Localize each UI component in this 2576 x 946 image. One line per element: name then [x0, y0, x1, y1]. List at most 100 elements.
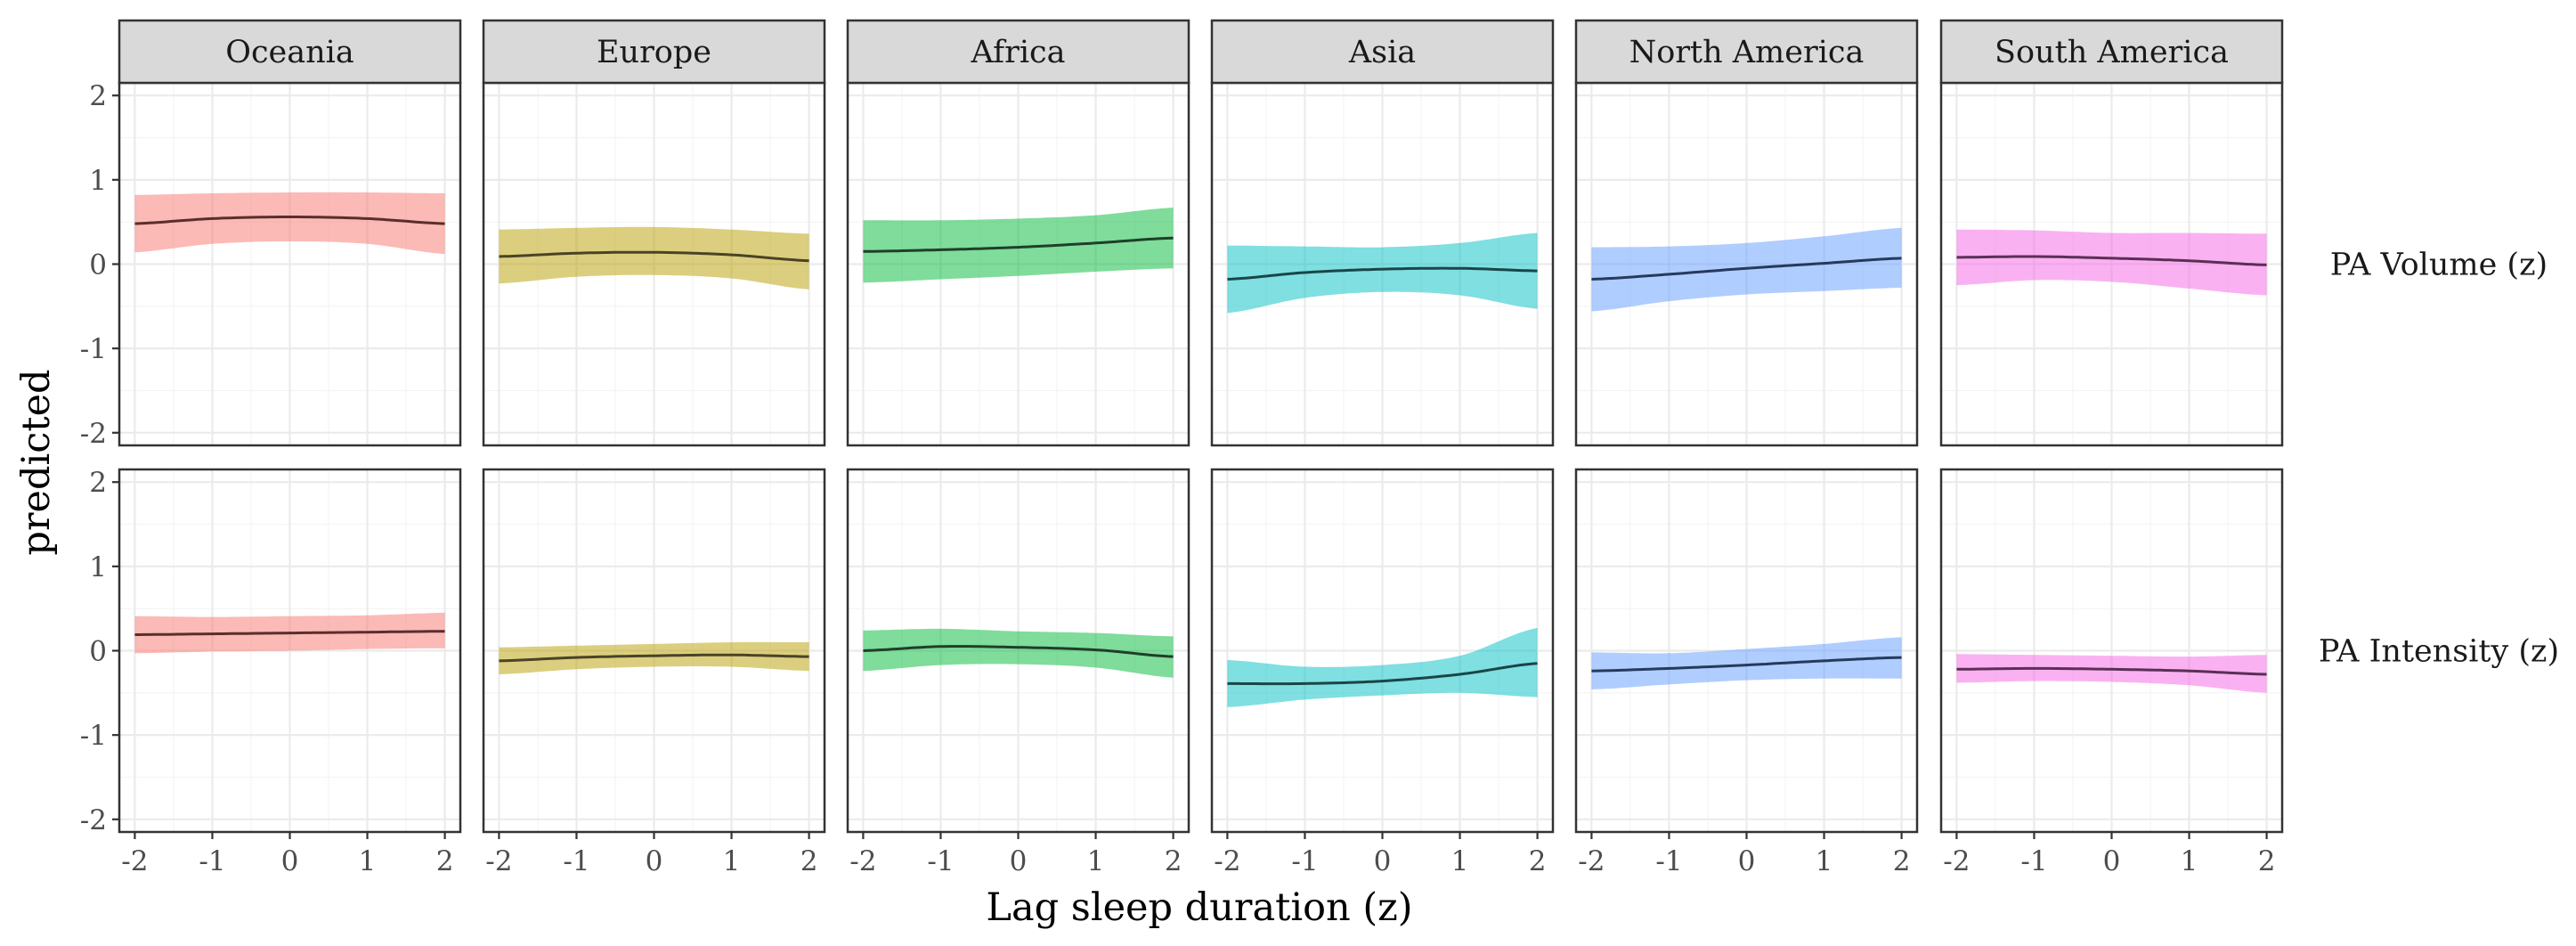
x-tick-label: 2 [800, 845, 818, 877]
panels-layer [118, 81, 2284, 834]
column-strip-asia: Asia [1210, 19, 1555, 85]
panel-pa-volume-z-oceania [118, 81, 462, 447]
column-strip-south-america: South America [1939, 19, 2284, 85]
x-tick-label: 1 [359, 845, 377, 877]
confidence-ribbon [1227, 627, 1538, 707]
x-tick-label: 0 [2103, 845, 2121, 877]
axes-layer: -2 -1 0 1 2 -2 -1 0 1 2 -2 -1 0 1 2 -2 -1 0 1 2 -2 -1 0 1 2 -2 -1 0… [80, 80, 2276, 877]
confidence-ribbon [499, 641, 809, 674]
panel-pa-volume-z-africa [846, 81, 1190, 447]
confidence-ribbon [1956, 654, 2267, 693]
fit-line [499, 250, 809, 263]
fit-line [863, 236, 1174, 253]
x-tick-label: 1 [723, 845, 741, 877]
column-strip-oceania: Oceania [118, 19, 462, 85]
x-tick-label: 2 [1529, 845, 1547, 877]
confidence-ribbon [1591, 637, 1902, 689]
x-tick-label: 1 [2181, 845, 2198, 877]
panel-pa-intensity-z-oceania [118, 468, 462, 834]
column-strip-europe: Europe [482, 19, 826, 85]
panel-pa-volume-z-north-america [1574, 81, 1919, 447]
y-tick-label: 1 [89, 551, 107, 583]
y-axis-title: predicted [14, 369, 59, 555]
row-strip-label-pa-volume-z: PA Volume (z) [2330, 248, 2548, 283]
x-tick-label: 2 [2258, 845, 2276, 877]
y-tick-label: 0 [89, 249, 107, 281]
strip-background [482, 19, 826, 85]
panel-pa-intensity-z-north-america [1574, 468, 1919, 834]
x-tick-label: 0 [1374, 845, 1392, 877]
confidence-ribbon [863, 628, 1174, 678]
fit-line [1956, 255, 2267, 266]
confidence-ribbon [134, 192, 445, 255]
column-strip-label: Oceania [225, 35, 353, 70]
panel-pa-intensity-z-africa [846, 468, 1190, 834]
column-strip-label: South America [1995, 35, 2229, 70]
fit-line [1591, 257, 1902, 281]
x-tick-label: -1 [563, 845, 589, 877]
x-tick-label: -2 [121, 845, 148, 877]
panel-pa-intensity-z-asia [1210, 468, 1555, 834]
x-tick-label: -2 [1214, 845, 1240, 877]
confidence-ribbon [1956, 229, 2267, 296]
column-strip-label: Asia [1348, 35, 1416, 70]
x-tick-label: 2 [436, 845, 454, 877]
row-strip-label-pa-intensity-z: PA Intensity (z) [2319, 634, 2559, 670]
x-tick-label: -1 [2020, 845, 2047, 877]
strip-background [1574, 19, 1919, 85]
column-strip-label: North America [1629, 35, 1865, 70]
fit-line [134, 630, 445, 636]
y-tick-label: -1 [80, 720, 107, 752]
y-tick-label: 2 [89, 467, 107, 499]
x-tick-label: -1 [1655, 845, 1682, 877]
fit-line [499, 653, 809, 663]
column-strip-label: Africa [970, 35, 1065, 70]
x-tick-label: -2 [485, 845, 512, 877]
x-tick-label: -2 [849, 845, 876, 877]
fit-line [1227, 662, 1538, 686]
x-tick-label: 2 [1893, 845, 1911, 877]
strip-background [118, 19, 462, 85]
panel-pa-intensity-z-south-america [1939, 468, 2284, 834]
strip-background [1210, 19, 1555, 85]
column-strip-africa: Africa [846, 19, 1190, 85]
y-tick-label: -2 [80, 418, 107, 450]
strip-background [1939, 19, 2284, 85]
y-tick-label: -1 [80, 333, 107, 365]
y-tick-label: 1 [89, 165, 107, 197]
fit-line [1591, 656, 1902, 673]
confidence-ribbon [1227, 232, 1538, 314]
x-tick-label: 1 [1087, 845, 1105, 877]
x-tick-label: 0 [1010, 845, 1028, 877]
panel-pa-intensity-z-europe [482, 468, 826, 834]
x-tick-label: 0 [1738, 845, 1756, 877]
x-tick-label: -2 [1943, 845, 1970, 877]
y-tick-label: -2 [80, 804, 107, 836]
x-tick-label: 0 [281, 845, 299, 877]
x-tick-label: 2 [1165, 845, 1182, 877]
panel-pa-volume-z-europe [482, 81, 826, 447]
confidence-ribbon [863, 208, 1174, 283]
x-tick-label: 0 [646, 845, 663, 877]
fit-line [134, 216, 445, 225]
panel-pa-volume-z-south-america [1939, 81, 2284, 447]
x-axis-title: Lag sleep duration (z) [986, 885, 1412, 930]
strips-layer: Oceania Europe Africa Asia North America Sout… [118, 19, 2559, 670]
column-strip-north-america: North America [1574, 19, 1919, 85]
x-tick-label: -1 [927, 845, 954, 877]
x-tick-label: -2 [1578, 845, 1605, 877]
fit-line [863, 645, 1174, 658]
x-tick-label: -1 [199, 845, 225, 877]
x-tick-label: -1 [1291, 845, 1318, 877]
column-strip-label: Europe [597, 35, 711, 70]
fit-line [1227, 266, 1538, 281]
y-tick-label: 0 [89, 636, 107, 668]
fit-line [1956, 666, 2267, 676]
x-tick-label: 1 [1451, 845, 1469, 877]
confidence-ribbon [499, 226, 809, 290]
x-tick-label: 1 [1816, 845, 1833, 877]
strip-background [846, 19, 1190, 85]
y-tick-label: 2 [89, 80, 107, 112]
panel-pa-volume-z-asia [1210, 81, 1555, 447]
